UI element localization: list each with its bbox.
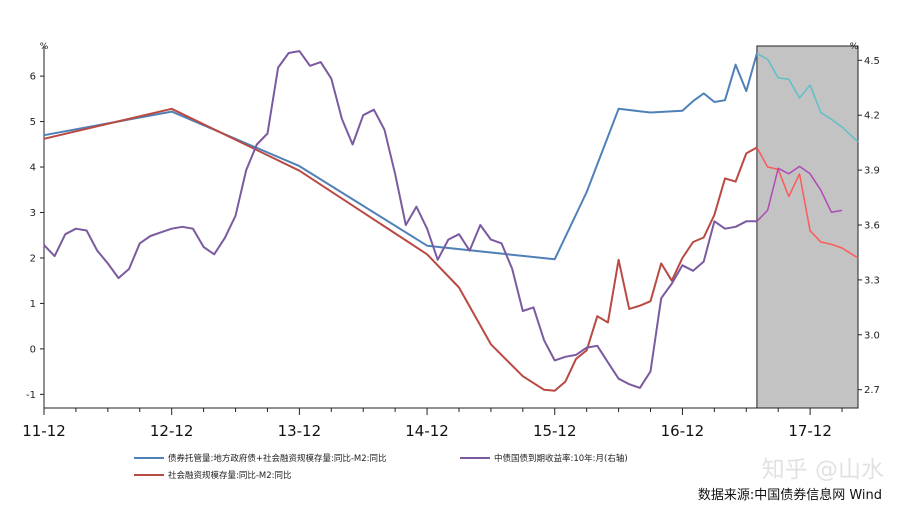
left-tick-label: 5 bbox=[30, 117, 36, 128]
tick-labels: % % -1 0 1 2 3 4 5 6 2.7 3.0 3.3 3.6 3.9 4.2 4.5 11-12 12-… bbox=[22, 42, 880, 440]
left-tick-label: 1 bbox=[30, 299, 36, 310]
x-tick-label: 13-12 bbox=[278, 422, 322, 440]
right-tick-label: 3.9 bbox=[864, 166, 880, 177]
x-tick-label: 15-12 bbox=[533, 422, 577, 440]
x-tick-label: 11-12 bbox=[22, 422, 66, 440]
series-line-shaded-1 bbox=[756, 147, 859, 259]
legend-swatch-purple bbox=[460, 457, 490, 459]
series-lines bbox=[43, 50, 859, 392]
legend-swatch-red bbox=[134, 474, 164, 476]
legend-swatch-blue bbox=[134, 457, 164, 459]
series-line-shaded-2 bbox=[756, 165, 843, 222]
x-tick-label: 17-12 bbox=[788, 422, 832, 440]
right-tick-label: 3.3 bbox=[864, 275, 880, 286]
x-tick-label: 14-12 bbox=[405, 422, 449, 440]
right-tick-label: 3.0 bbox=[864, 330, 880, 341]
series-line-2 bbox=[43, 50, 757, 389]
right-tick-label: 2.7 bbox=[864, 385, 880, 396]
left-tick-label: -1 bbox=[26, 390, 36, 401]
left-tick-label: 0 bbox=[30, 344, 36, 355]
legend-item-red: 社会融资规模存量:同比-M2:同比 bbox=[134, 469, 292, 481]
axes bbox=[40, 46, 862, 415]
x-tick-label: 16-12 bbox=[661, 422, 705, 440]
series-line-shaded-0 bbox=[756, 52, 859, 143]
legend-item-blue: 债券托管量:地方政府债+社会融资规模存量:同比-M2:同比 bbox=[134, 452, 387, 464]
x-tick-label: 12-12 bbox=[150, 422, 194, 440]
legend-item-purple: 中债国债到期收益率:10年:月(右轴) bbox=[460, 452, 628, 464]
legend-label-purple: 中债国债到期收益率:10年:月(右轴) bbox=[494, 454, 628, 464]
series-line-0 bbox=[43, 53, 758, 261]
right-tick-label: 4.2 bbox=[864, 111, 880, 122]
left-axis-unit: % bbox=[40, 42, 49, 52]
legend-label-red: 社会融资规模存量:同比-M2:同比 bbox=[168, 471, 292, 481]
right-tick-label: 3.6 bbox=[864, 221, 880, 232]
left-tick-label: 6 bbox=[30, 72, 36, 83]
left-tick-label: 4 bbox=[30, 163, 36, 174]
shaded-rect bbox=[756, 45, 859, 409]
legend-label-blue: 债券托管量:地方政府债+社会融资规模存量:同比-M2:同比 bbox=[168, 454, 387, 464]
watermark: 知乎 @山水 bbox=[761, 457, 884, 483]
right-axis-unit: % bbox=[850, 42, 859, 52]
source-note: 数据来源:中国债券信息网 Wind bbox=[697, 488, 882, 503]
left-tick-label: 2 bbox=[30, 253, 36, 264]
series-line-1 bbox=[43, 107, 758, 392]
left-tick-label: 3 bbox=[30, 208, 36, 219]
right-tick-label: 4.5 bbox=[864, 56, 880, 67]
shaded-region bbox=[756, 45, 859, 409]
